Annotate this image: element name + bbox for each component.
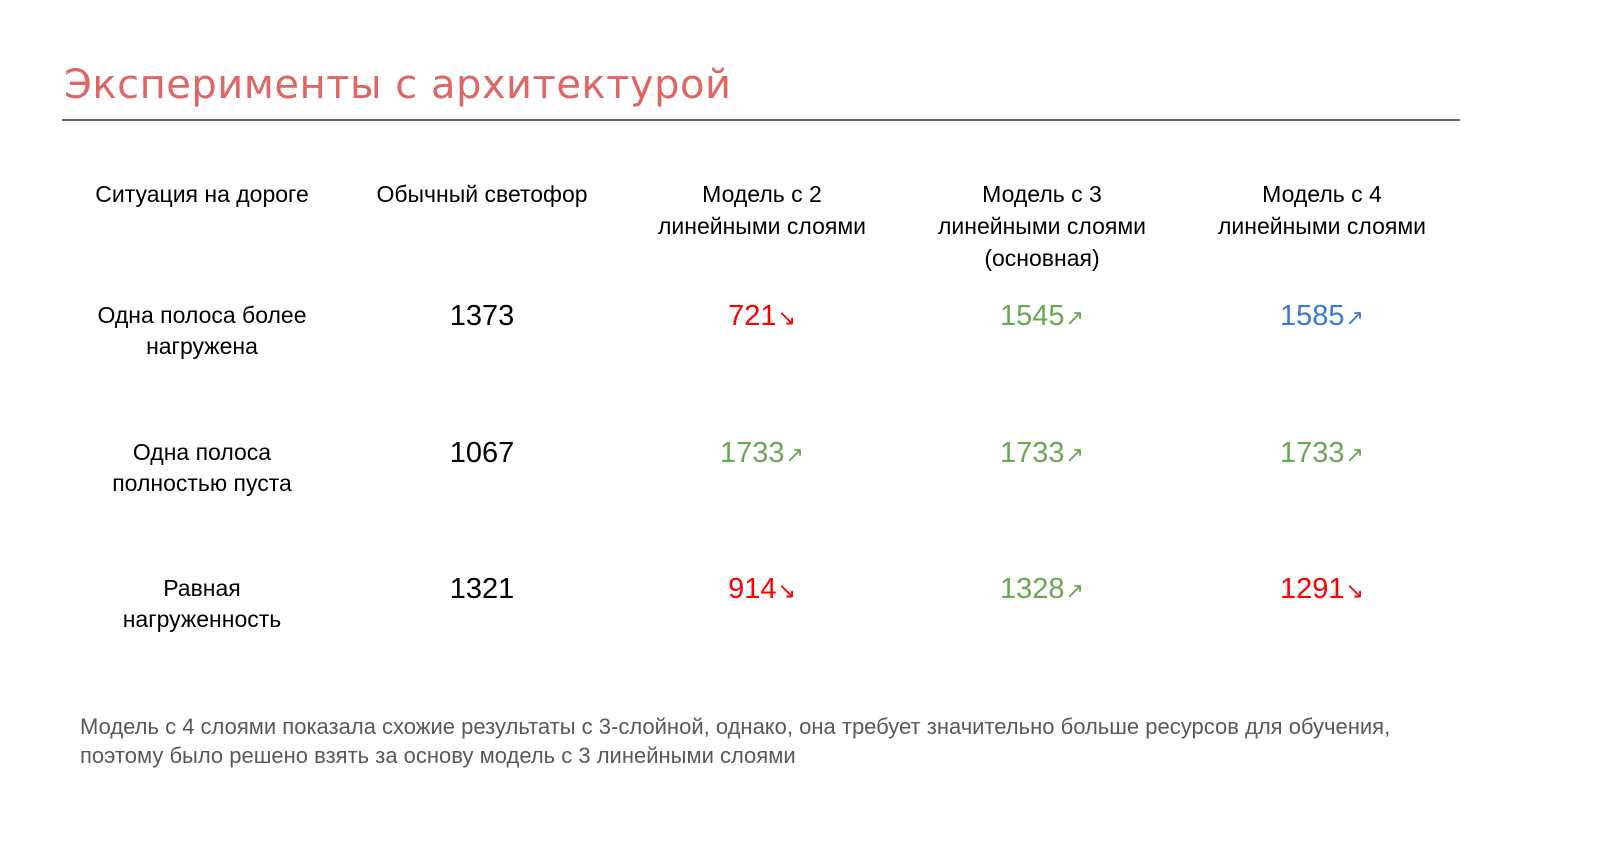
header-model-3: Модель с 3 линейными слоями (основная): [902, 178, 1182, 300]
slide-title: Эксперименты с архитектурой: [64, 62, 732, 108]
arrow-down-right-icon: ↘: [777, 578, 796, 603]
arrow-up-right-icon: ↗: [1065, 578, 1084, 603]
header-line: Модель с 2: [702, 181, 822, 207]
conclusion-note: Модель с 4 слоями показала схожие резуль…: [80, 714, 1391, 768]
situation-line: Одна полоса более: [97, 302, 307, 328]
model-value: 1733↗: [902, 437, 1182, 499]
table-row: Одна полоса полностью пуста 1067 1733↗ 1733↗…: [62, 437, 1462, 499]
value-number: 1291: [1280, 573, 1345, 605]
situation-line: нагружена: [146, 333, 258, 359]
value-number: 1733: [1000, 437, 1065, 469]
value-number: 1733: [1280, 437, 1345, 469]
model-value: 914↘: [622, 573, 902, 635]
value-number: 914: [728, 573, 777, 605]
header-line: линейными слоями: [658, 213, 866, 239]
header-model-4: Модель с 4 линейными слоями: [1182, 178, 1462, 300]
situation-cell: Равная нагруженность: [62, 573, 342, 635]
header-line: линейными слоями: [938, 213, 1146, 239]
arrow-up-right-icon: ↗: [1065, 442, 1084, 467]
header-line: линейными слоями: [1218, 213, 1426, 239]
situation-line: Одна полоса: [132, 439, 272, 465]
value-number: 721: [728, 300, 777, 332]
situation-cell: Одна полоса полностью пуста: [62, 437, 342, 499]
situation-line: Равная: [163, 575, 241, 601]
baseline-value: 1067: [449, 437, 515, 469]
value-number: 1585: [1280, 300, 1345, 332]
results-table: Ситуация на дороге Обычный светофор Моде…: [62, 178, 1462, 300]
arrow-down-right-icon: ↘: [777, 305, 796, 330]
model-value: 1545↗: [902, 300, 1182, 362]
model-value: 1733↗: [1182, 437, 1462, 499]
arrow-up-right-icon: ↗: [1345, 305, 1364, 330]
model-value: 1291↘: [1182, 573, 1462, 635]
title-divider: [62, 119, 1460, 121]
situation-line: полностью пуста: [112, 470, 292, 496]
header-line: Ситуация на дороге: [95, 181, 309, 207]
table-row: Одна полоса более нагружена 1373 721↘ 1545↗ 1…: [62, 300, 1462, 362]
header-line: Модель с 3: [982, 181, 1102, 207]
situation-line: нагруженность: [122, 606, 282, 632]
value-number: 1328: [1000, 573, 1065, 605]
table-header-row: Ситуация на дороге Обычный светофор Моде…: [62, 178, 1462, 300]
arrow-up-right-icon: ↗: [1065, 305, 1084, 330]
arrow-up-right-icon: ↗: [1345, 442, 1364, 467]
model-value: 1328↗: [902, 573, 1182, 635]
header-model-2: Модель с 2 линейными слоями: [622, 178, 902, 300]
header-line: Обычный светофор: [376, 181, 588, 207]
model-value: 721↘: [622, 300, 902, 362]
value-number: 1733: [720, 437, 785, 469]
baseline-value: 1321: [449, 573, 515, 605]
arrow-down-right-icon: ↘: [1345, 578, 1364, 603]
baseline-value: 1373: [449, 300, 515, 332]
header-line: Модель с 4: [1262, 181, 1382, 207]
header-situation: Ситуация на дороге: [62, 178, 342, 300]
table-row: Равная нагруженность 1321 914↘ 1328↗ 1291↘: [62, 573, 1462, 635]
arrow-up-right-icon: ↗: [785, 442, 804, 467]
header-line: (основная): [984, 245, 1100, 271]
value-number: 1545: [1000, 300, 1065, 332]
situation-cell: Одна полоса более нагружена: [62, 300, 342, 362]
model-value: 1585↗: [1182, 300, 1462, 362]
model-value: 1733↗: [622, 437, 902, 499]
header-baseline: Обычный светофор: [342, 178, 622, 300]
